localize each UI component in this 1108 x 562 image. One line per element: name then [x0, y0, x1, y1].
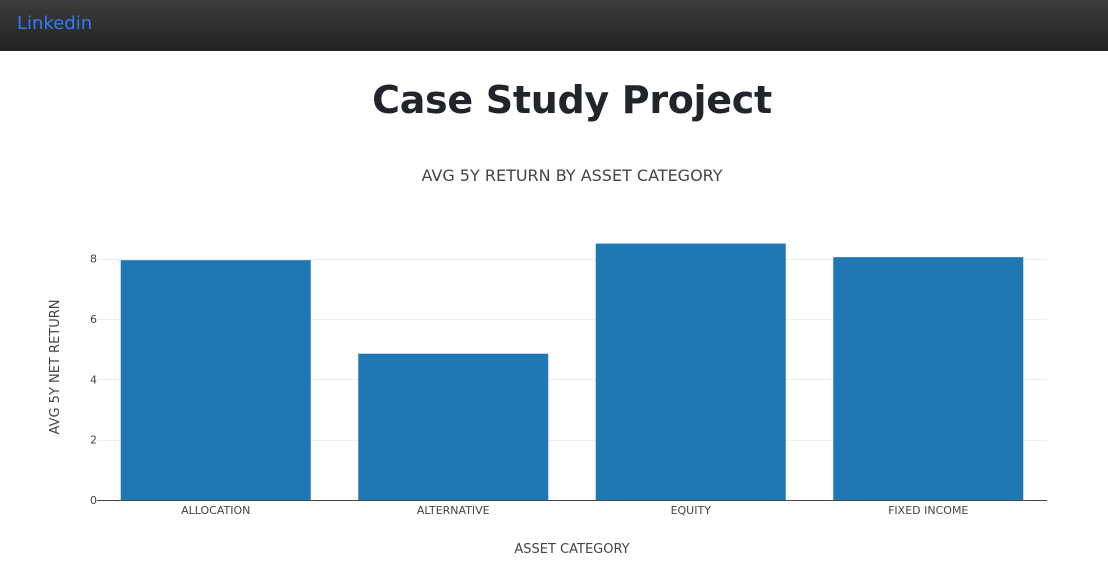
y-tick-label: 0: [90, 494, 97, 507]
bar-allocation[interactable]: [121, 260, 311, 500]
y-tick-label: 2: [90, 434, 97, 447]
x-tick-label: ALLOCATION: [181, 504, 250, 517]
bars: [121, 244, 1024, 500]
y-tick-labels: 0 2 4 6 8: [90, 253, 97, 507]
y-tick-label: 6: [90, 313, 97, 326]
bar-alternative[interactable]: [358, 354, 548, 500]
x-tick-label: FIXED INCOME: [888, 504, 968, 517]
bar-equity[interactable]: [596, 244, 786, 500]
x-tick-label: EQUITY: [671, 504, 712, 517]
x-tick-label: ALTERNATIVE: [417, 504, 490, 517]
bar-fixed-income[interactable]: [833, 257, 1023, 500]
chart-title: AVG 5Y RETURN BY ASSET CATEGORY: [421, 166, 722, 185]
x-axis-title: ASSET CATEGORY: [514, 542, 629, 557]
y-tick-label: 8: [90, 253, 97, 266]
y-axis-title: AVG 5Y NET RETURN: [48, 300, 63, 435]
y-tick-label: 4: [90, 373, 97, 386]
x-tick-labels: ALLOCATION ALTERNATIVE EQUITY FIXED INCOME: [181, 504, 968, 517]
